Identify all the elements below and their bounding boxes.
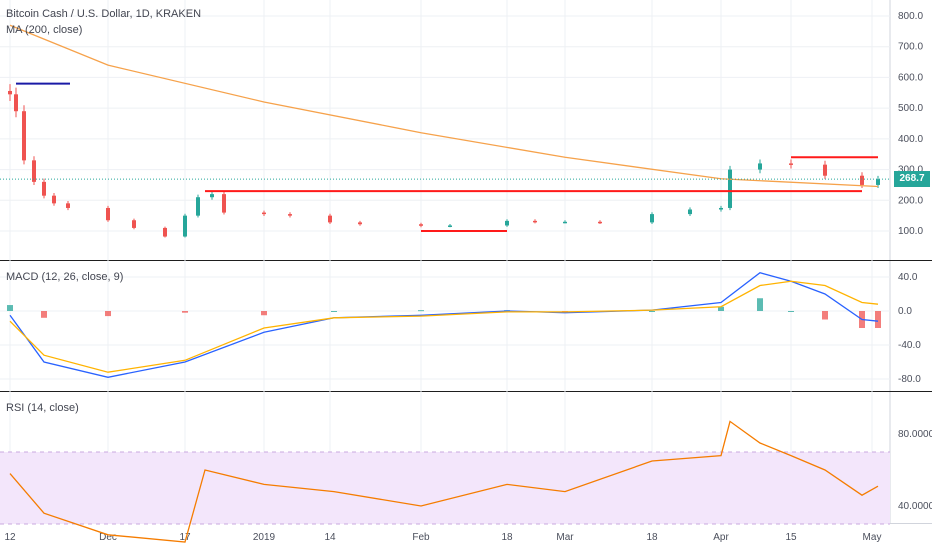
- candle-body: [533, 220, 537, 223]
- candle-body: [758, 163, 762, 170]
- candle-body: [789, 163, 793, 165]
- candle-body: [222, 194, 226, 213]
- time-tick-label: Dec: [99, 532, 117, 543]
- candle-body: [14, 94, 18, 112]
- candle-body: [163, 227, 167, 237]
- candle-body: [876, 179, 880, 185]
- price-tick-label: 200.0: [898, 195, 923, 206]
- macd-histogram-bar: [757, 298, 763, 311]
- current-price-tag: 268.7: [894, 171, 930, 187]
- price-tick-label: 600.0: [898, 72, 923, 83]
- candle-body: [563, 221, 567, 224]
- macd-histogram-bar: [875, 311, 881, 328]
- rsi-band: [0, 452, 890, 524]
- candle-body: [288, 214, 292, 216]
- candle-body: [8, 90, 12, 95]
- candle-body: [42, 181, 46, 196]
- candle-body: [66, 203, 70, 208]
- macd-histogram-bar: [649, 311, 655, 312]
- price-tick-label: 700.0: [898, 42, 923, 53]
- candle-body: [262, 212, 266, 215]
- candle-body: [196, 197, 200, 216]
- pane-background-0: [0, 0, 890, 260]
- price-pane-symbol: Bitcoin Cash / U.S. Dollar, 1D, KRAKEN: [6, 8, 202, 20]
- macd-histogram-bar: [822, 311, 828, 320]
- macd-histogram-bar: [7, 305, 13, 311]
- candle-body: [132, 220, 136, 228]
- candle-body: [183, 215, 187, 237]
- price-tick-label: 800.0: [898, 11, 923, 22]
- time-tick-label: Feb: [412, 532, 430, 543]
- candle-body: [52, 195, 56, 204]
- macd-histogram-bar: [41, 311, 47, 318]
- pane-background-1: [0, 261, 890, 391]
- time-tick-label: 14: [324, 532, 336, 543]
- candle-body: [210, 194, 214, 198]
- macd-histogram-bar: [718, 306, 724, 311]
- candle-body: [505, 220, 509, 226]
- rsi-pane-label: RSI (14, close): [6, 402, 79, 414]
- macd-tick-label: 0.0: [898, 306, 912, 317]
- macd-tick-label: -40.0: [898, 340, 921, 351]
- candle-body: [106, 207, 110, 221]
- price-tick-label: 300.0: [898, 165, 923, 176]
- macd-tick-label: -80.0: [898, 374, 921, 385]
- time-tick-label: 18: [646, 532, 658, 543]
- candle-body: [650, 214, 654, 223]
- candle-body: [419, 224, 423, 226]
- time-tick-label: 17: [179, 532, 191, 543]
- macd-histogram-bar: [105, 311, 111, 317]
- price-tick-label: 400.0: [898, 134, 923, 145]
- candle-body: [32, 160, 36, 182]
- time-tick-label: Apr: [713, 532, 729, 543]
- price-tick-label: 100.0: [898, 226, 923, 237]
- price-pane-ma: MA (200, close): [6, 24, 83, 36]
- rsi-tick-label: 40.0000: [898, 501, 932, 512]
- macd-pane-label: MACD (12, 26, close, 9): [6, 271, 124, 283]
- candle-body: [823, 164, 827, 176]
- macd-histogram-bar: [788, 311, 794, 312]
- candle-body: [328, 215, 332, 223]
- macd-histogram-bar: [261, 311, 267, 316]
- rsi-line: [9, 420, 879, 543]
- candle-body: [719, 207, 723, 210]
- macd-histogram-bar: [418, 310, 424, 312]
- time-tick-label: Mar: [556, 532, 574, 543]
- candle-body: [860, 175, 864, 185]
- time-tick-label: 12: [4, 532, 16, 543]
- candle-body: [448, 225, 452, 227]
- time-tick-label: 2019: [253, 532, 276, 543]
- macd-signal-line: [9, 280, 879, 373]
- candle-body: [688, 209, 692, 215]
- time-tick-label: 15: [785, 532, 797, 543]
- rsi-tick-label: 80.0000: [898, 429, 932, 440]
- candle-body: [22, 111, 26, 161]
- candle-body: [598, 221, 602, 224]
- macd-tick-label: 40.0: [898, 272, 918, 283]
- candle-body: [358, 222, 362, 225]
- macd-histogram-bar: [331, 311, 337, 312]
- macd-histogram-bar: [182, 311, 188, 313]
- time-tick-label: May: [863, 532, 882, 543]
- candle-body: [728, 169, 732, 208]
- time-tick-label: 18: [501, 532, 513, 543]
- price-tick-label: 500.0: [898, 103, 923, 114]
